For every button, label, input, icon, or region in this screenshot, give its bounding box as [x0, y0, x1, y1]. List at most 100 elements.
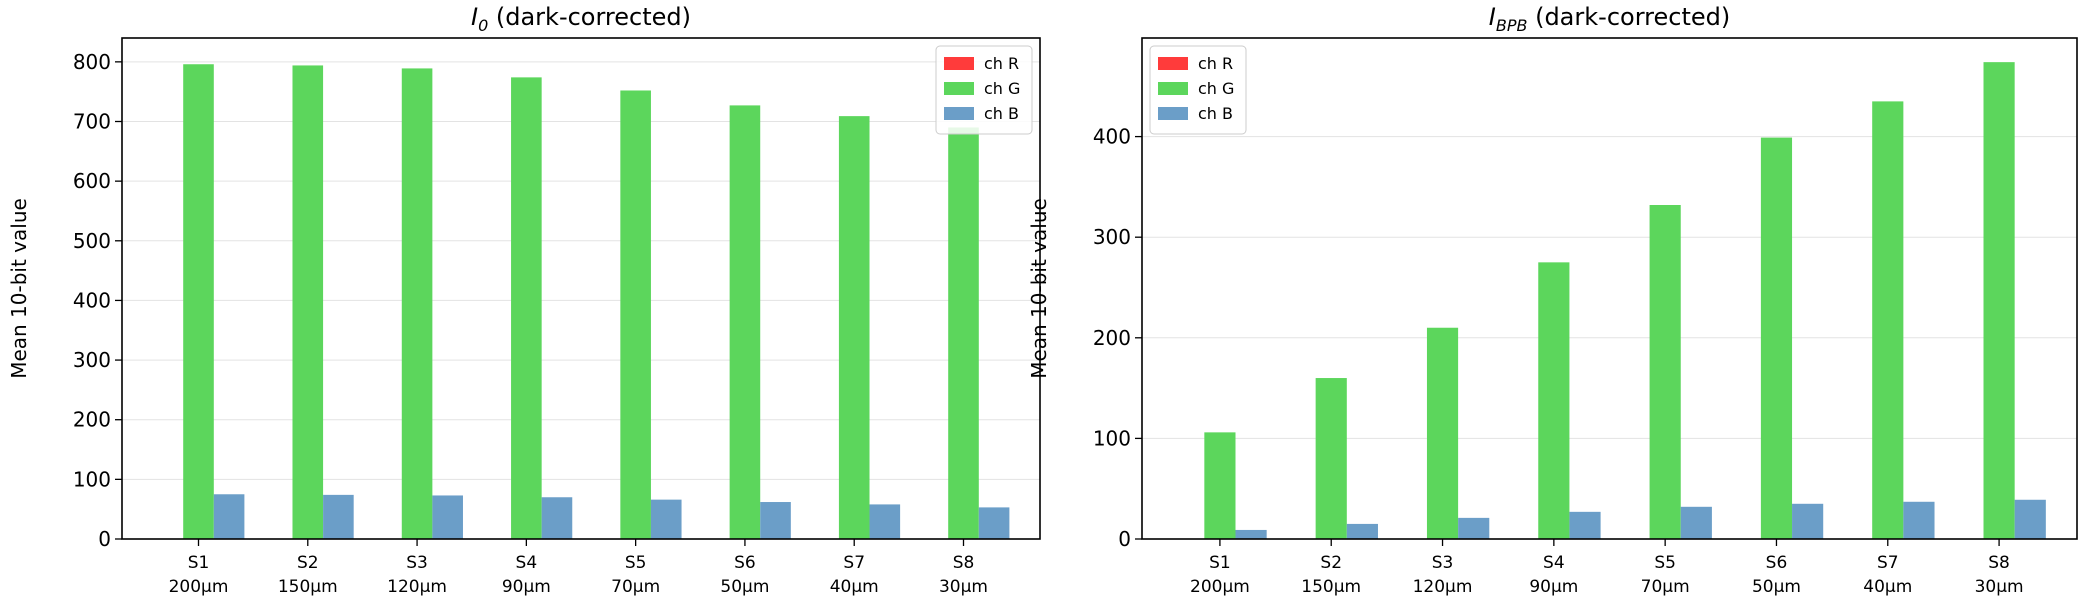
legend-swatch [944, 82, 974, 95]
x-tick-label: S4 [516, 553, 538, 573]
bar-ch-g-5 [1649, 205, 1681, 539]
bar-ch-g-6 [1760, 137, 1793, 540]
bar-ch-b-2 [323, 494, 354, 539]
x-tick-sublabel: 70μm [1641, 577, 1690, 597]
x-tick-label: S5 [1654, 553, 1676, 573]
x-tick-sublabel: 40μm [830, 577, 879, 597]
x-tick-label: S6 [1766, 553, 1788, 573]
x-tick-label: S3 [1432, 553, 1454, 573]
y-tick-label: 0 [98, 527, 111, 551]
legend-swatch [1158, 107, 1188, 120]
bar-ch-b-1 [1235, 529, 1267, 539]
x-tick-sublabel: 120μm [387, 577, 447, 597]
chart-panel-2: 0 100 200 300 400 S1 200μm S2 150μm S3 120μm S4 90μm… [1027, 3, 2078, 597]
x-tick-label: S3 [406, 553, 428, 573]
bar-ch-g-1 [183, 64, 214, 539]
legend-swatch [944, 57, 974, 70]
x-tick-sublabel: 200μm [1190, 577, 1250, 597]
bar-ch-b-7 [1903, 501, 1935, 539]
x-tick-label: S2 [297, 553, 319, 573]
y-tick-label: 600 [73, 169, 111, 193]
plot-frame [121, 37, 1041, 540]
bar-ch-g-3 [1426, 327, 1459, 539]
bar-ch-g-2 [292, 65, 324, 539]
y-tick-label: 200 [1093, 326, 1131, 350]
x-tick-label: S8 [1988, 553, 2010, 573]
x-tick-sublabel: 50μm [720, 577, 769, 597]
x-tick-sublabel: 30μm [1975, 577, 2024, 597]
y-tick-label: 700 [73, 110, 111, 134]
bar-ch-g-7 [1872, 101, 1904, 539]
y-tick-label: 200 [73, 408, 111, 432]
y-tick-label: 400 [73, 288, 111, 312]
bar-ch-b-7 [869, 504, 901, 539]
x-tick-sublabel: 70μm [611, 577, 660, 597]
bar-ch-g-1 [1204, 432, 1236, 539]
bar-ch-g-8 [948, 127, 979, 539]
bar-ch-b-6 [760, 502, 791, 539]
bar-ch-b-5 [1680, 506, 1712, 539]
chart-panel-1: 0 100 200 300 400 500 600 700 800 S1 200μm S2 150μm S… [7, 3, 1041, 597]
y-axis-label: Mean 10-bit value [7, 198, 31, 379]
bar-ch-g-2 [1315, 378, 1347, 539]
legend-label: ch G [1198, 79, 1234, 98]
bar-ch-b-8 [2014, 499, 2046, 539]
plot-frame [1141, 37, 2078, 540]
y-tick-label: 0 [1118, 527, 1131, 551]
x-tick-label: S5 [625, 553, 647, 573]
x-tick-sublabel: 150μm [278, 577, 338, 597]
x-tick-label: S6 [734, 553, 756, 573]
bar-ch-b-4 [1569, 511, 1601, 539]
x-tick-sublabel: 90μm [502, 577, 551, 597]
legend-label: ch B [984, 104, 1019, 123]
x-tick-label: S7 [843, 553, 865, 573]
legend-label: ch R [984, 54, 1019, 73]
bar-ch-b-2 [1346, 523, 1378, 539]
y-tick-label: 500 [73, 229, 111, 253]
bar-ch-b-1 [213, 494, 245, 539]
bar-ch-b-5 [650, 499, 682, 539]
chart-title: IBPB (dark-corrected) [1489, 3, 1730, 35]
bar-ch-g-7 [838, 116, 870, 539]
legend: ch R ch G ch B [1149, 45, 1247, 135]
x-tick-sublabel: 30μm [939, 577, 988, 597]
legend-label: ch B [1198, 104, 1233, 123]
legend-swatch [1158, 82, 1188, 95]
x-tick-label: S1 [188, 553, 210, 573]
bar-ch-g-6 [729, 105, 761, 540]
bar-ch-b-8 [978, 507, 1010, 539]
y-tick-label: 100 [73, 467, 111, 491]
x-tick-label: S2 [1320, 553, 1342, 573]
y-tick-label: 100 [1093, 426, 1131, 450]
x-tick-sublabel: 200μm [169, 577, 229, 597]
x-tick-sublabel: 150μm [1301, 577, 1361, 597]
bar-ch-g-8 [1983, 62, 2015, 539]
x-tick-label: S1 [1209, 553, 1231, 573]
x-tick-label: S8 [953, 553, 975, 573]
legend: ch R ch G ch B [935, 45, 1033, 135]
y-tick-label: 800 [73, 50, 111, 74]
x-tick-sublabel: 120μm [1413, 577, 1473, 597]
y-tick-label: 400 [1093, 125, 1131, 149]
legend-label: ch R [1198, 54, 1233, 73]
bar-ch-g-3 [401, 68, 433, 540]
bar-ch-b-6 [1792, 503, 1824, 539]
y-tick-label: 300 [1093, 225, 1131, 249]
x-tick-label: S4 [1543, 553, 1565, 573]
legend-swatch [1158, 57, 1188, 70]
chart-title: I0 (dark-corrected) [471, 3, 691, 35]
x-tick-sublabel: 40μm [1863, 577, 1912, 597]
x-tick-label: S7 [1877, 553, 1899, 573]
bar-ch-g-4 [511, 77, 542, 539]
y-tick-label: 300 [73, 348, 111, 372]
x-tick-sublabel: 90μm [1529, 577, 1578, 597]
legend-label: ch G [984, 79, 1020, 98]
bar-ch-b-3 [1458, 517, 1490, 539]
bar-ch-b-4 [541, 497, 573, 539]
y-axis-label: Mean 10-bit value [1027, 198, 1051, 379]
legend-swatch [944, 107, 974, 120]
bar-ch-g-5 [620, 90, 651, 539]
x-tick-sublabel: 50μm [1752, 577, 1801, 597]
bar-ch-g-4 [1538, 262, 1570, 539]
